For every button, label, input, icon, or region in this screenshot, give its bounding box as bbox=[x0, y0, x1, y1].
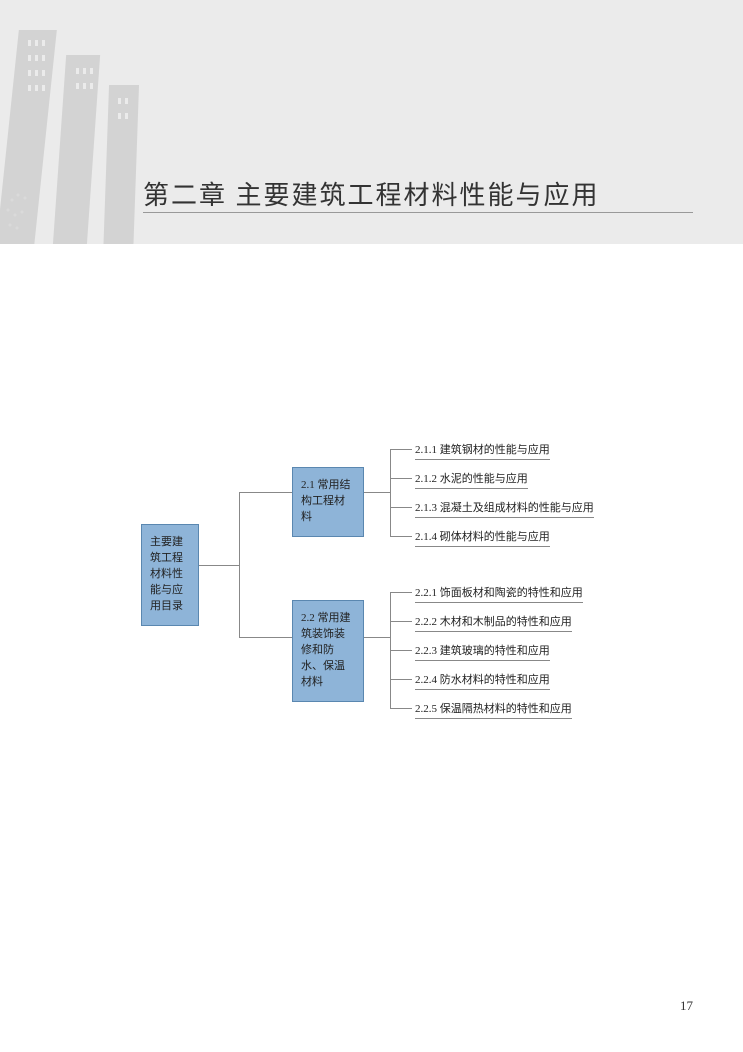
connector bbox=[239, 492, 292, 493]
leaf-item: 2.2.5 保温隔热材料的特性和应用 bbox=[415, 700, 572, 719]
leaf-item: 2.2.2 木材和木制品的特性和应用 bbox=[415, 613, 572, 632]
root-label: 主要建筑工程材料性能与应用目录 bbox=[150, 536, 183, 612]
connector bbox=[390, 679, 412, 680]
connector bbox=[390, 621, 412, 622]
connector bbox=[390, 478, 412, 479]
leaf-item: 2.1.2 水泥的性能与应用 bbox=[415, 470, 528, 489]
leaf-item: 2.1.3 混凝土及组成材料的性能与应用 bbox=[415, 499, 594, 518]
branch-node: 2.1 常用结构工程材料 bbox=[292, 467, 364, 537]
connector bbox=[390, 449, 391, 536]
connector bbox=[390, 592, 412, 593]
connector bbox=[199, 565, 239, 566]
connector bbox=[390, 650, 412, 651]
connector bbox=[364, 492, 390, 493]
root-node: 主要建筑工程材料性能与应用目录 bbox=[141, 524, 199, 626]
page-number: 17 bbox=[680, 998, 693, 1014]
branch-label: 2.1 常用结构工程材料 bbox=[301, 479, 351, 523]
leaf-item: 2.1.1 建筑钢材的性能与应用 bbox=[415, 441, 550, 460]
leaf-item: 2.2.3 建筑玻璃的特性和应用 bbox=[415, 642, 550, 661]
branch-label: 2.2 常用建筑装饰装修和防水、保温材料 bbox=[301, 612, 351, 688]
leaf-item: 2.2.1 饰面板材和陶瓷的特性和应用 bbox=[415, 584, 583, 603]
connector bbox=[390, 708, 412, 709]
leaf-item: 2.2.4 防水材料的特性和应用 bbox=[415, 671, 550, 690]
connector bbox=[239, 492, 240, 637]
connector bbox=[390, 449, 412, 450]
branch-node: 2.2 常用建筑装饰装修和防水、保温材料 bbox=[292, 600, 364, 702]
connector bbox=[390, 507, 412, 508]
connector bbox=[239, 637, 292, 638]
connector bbox=[364, 637, 390, 638]
tree-diagram: 主要建筑工程材料性能与应用目录 2.1 常用结构工程材料 2.1.1 建筑钢材的… bbox=[0, 0, 743, 1052]
connector bbox=[390, 536, 412, 537]
leaf-item: 2.1.4 砌体材料的性能与应用 bbox=[415, 528, 550, 547]
